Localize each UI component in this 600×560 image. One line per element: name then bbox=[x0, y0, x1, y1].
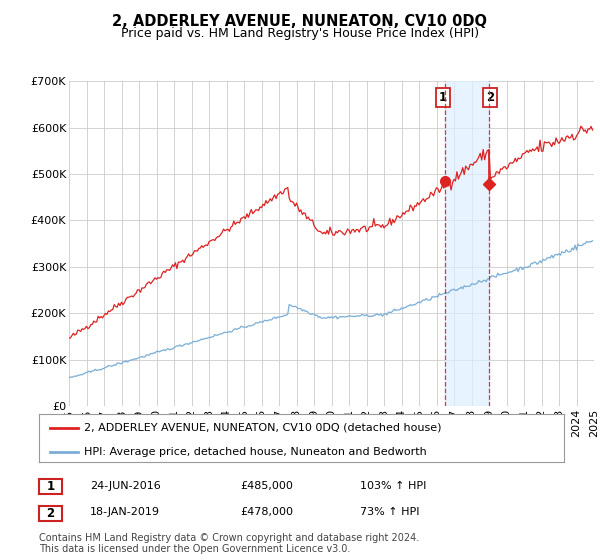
Text: 2, ADDERLEY AVENUE, NUNEATON, CV10 0DQ (detached house): 2, ADDERLEY AVENUE, NUNEATON, CV10 0DQ (… bbox=[83, 423, 441, 433]
Text: 1: 1 bbox=[46, 480, 55, 493]
Text: £478,000: £478,000 bbox=[240, 507, 293, 517]
Text: 73% ↑ HPI: 73% ↑ HPI bbox=[360, 507, 419, 517]
Text: £485,000: £485,000 bbox=[240, 480, 293, 491]
Text: 18-JAN-2019: 18-JAN-2019 bbox=[90, 507, 160, 517]
Bar bbox=[445, 81, 489, 406]
Text: 2: 2 bbox=[486, 91, 494, 104]
Text: 2, ADDERLEY AVENUE, NUNEATON, CV10 0DQ: 2, ADDERLEY AVENUE, NUNEATON, CV10 0DQ bbox=[113, 14, 487, 29]
Text: 1: 1 bbox=[439, 91, 446, 104]
Text: Price paid vs. HM Land Registry's House Price Index (HPI): Price paid vs. HM Land Registry's House … bbox=[121, 27, 479, 40]
Text: Contains HM Land Registry data © Crown copyright and database right 2024.
This d: Contains HM Land Registry data © Crown c… bbox=[39, 533, 419, 554]
Text: 2: 2 bbox=[46, 507, 55, 520]
Text: 24-JUN-2016: 24-JUN-2016 bbox=[90, 480, 161, 491]
Text: 103% ↑ HPI: 103% ↑ HPI bbox=[360, 480, 427, 491]
Text: HPI: Average price, detached house, Nuneaton and Bedworth: HPI: Average price, detached house, Nune… bbox=[83, 446, 427, 456]
